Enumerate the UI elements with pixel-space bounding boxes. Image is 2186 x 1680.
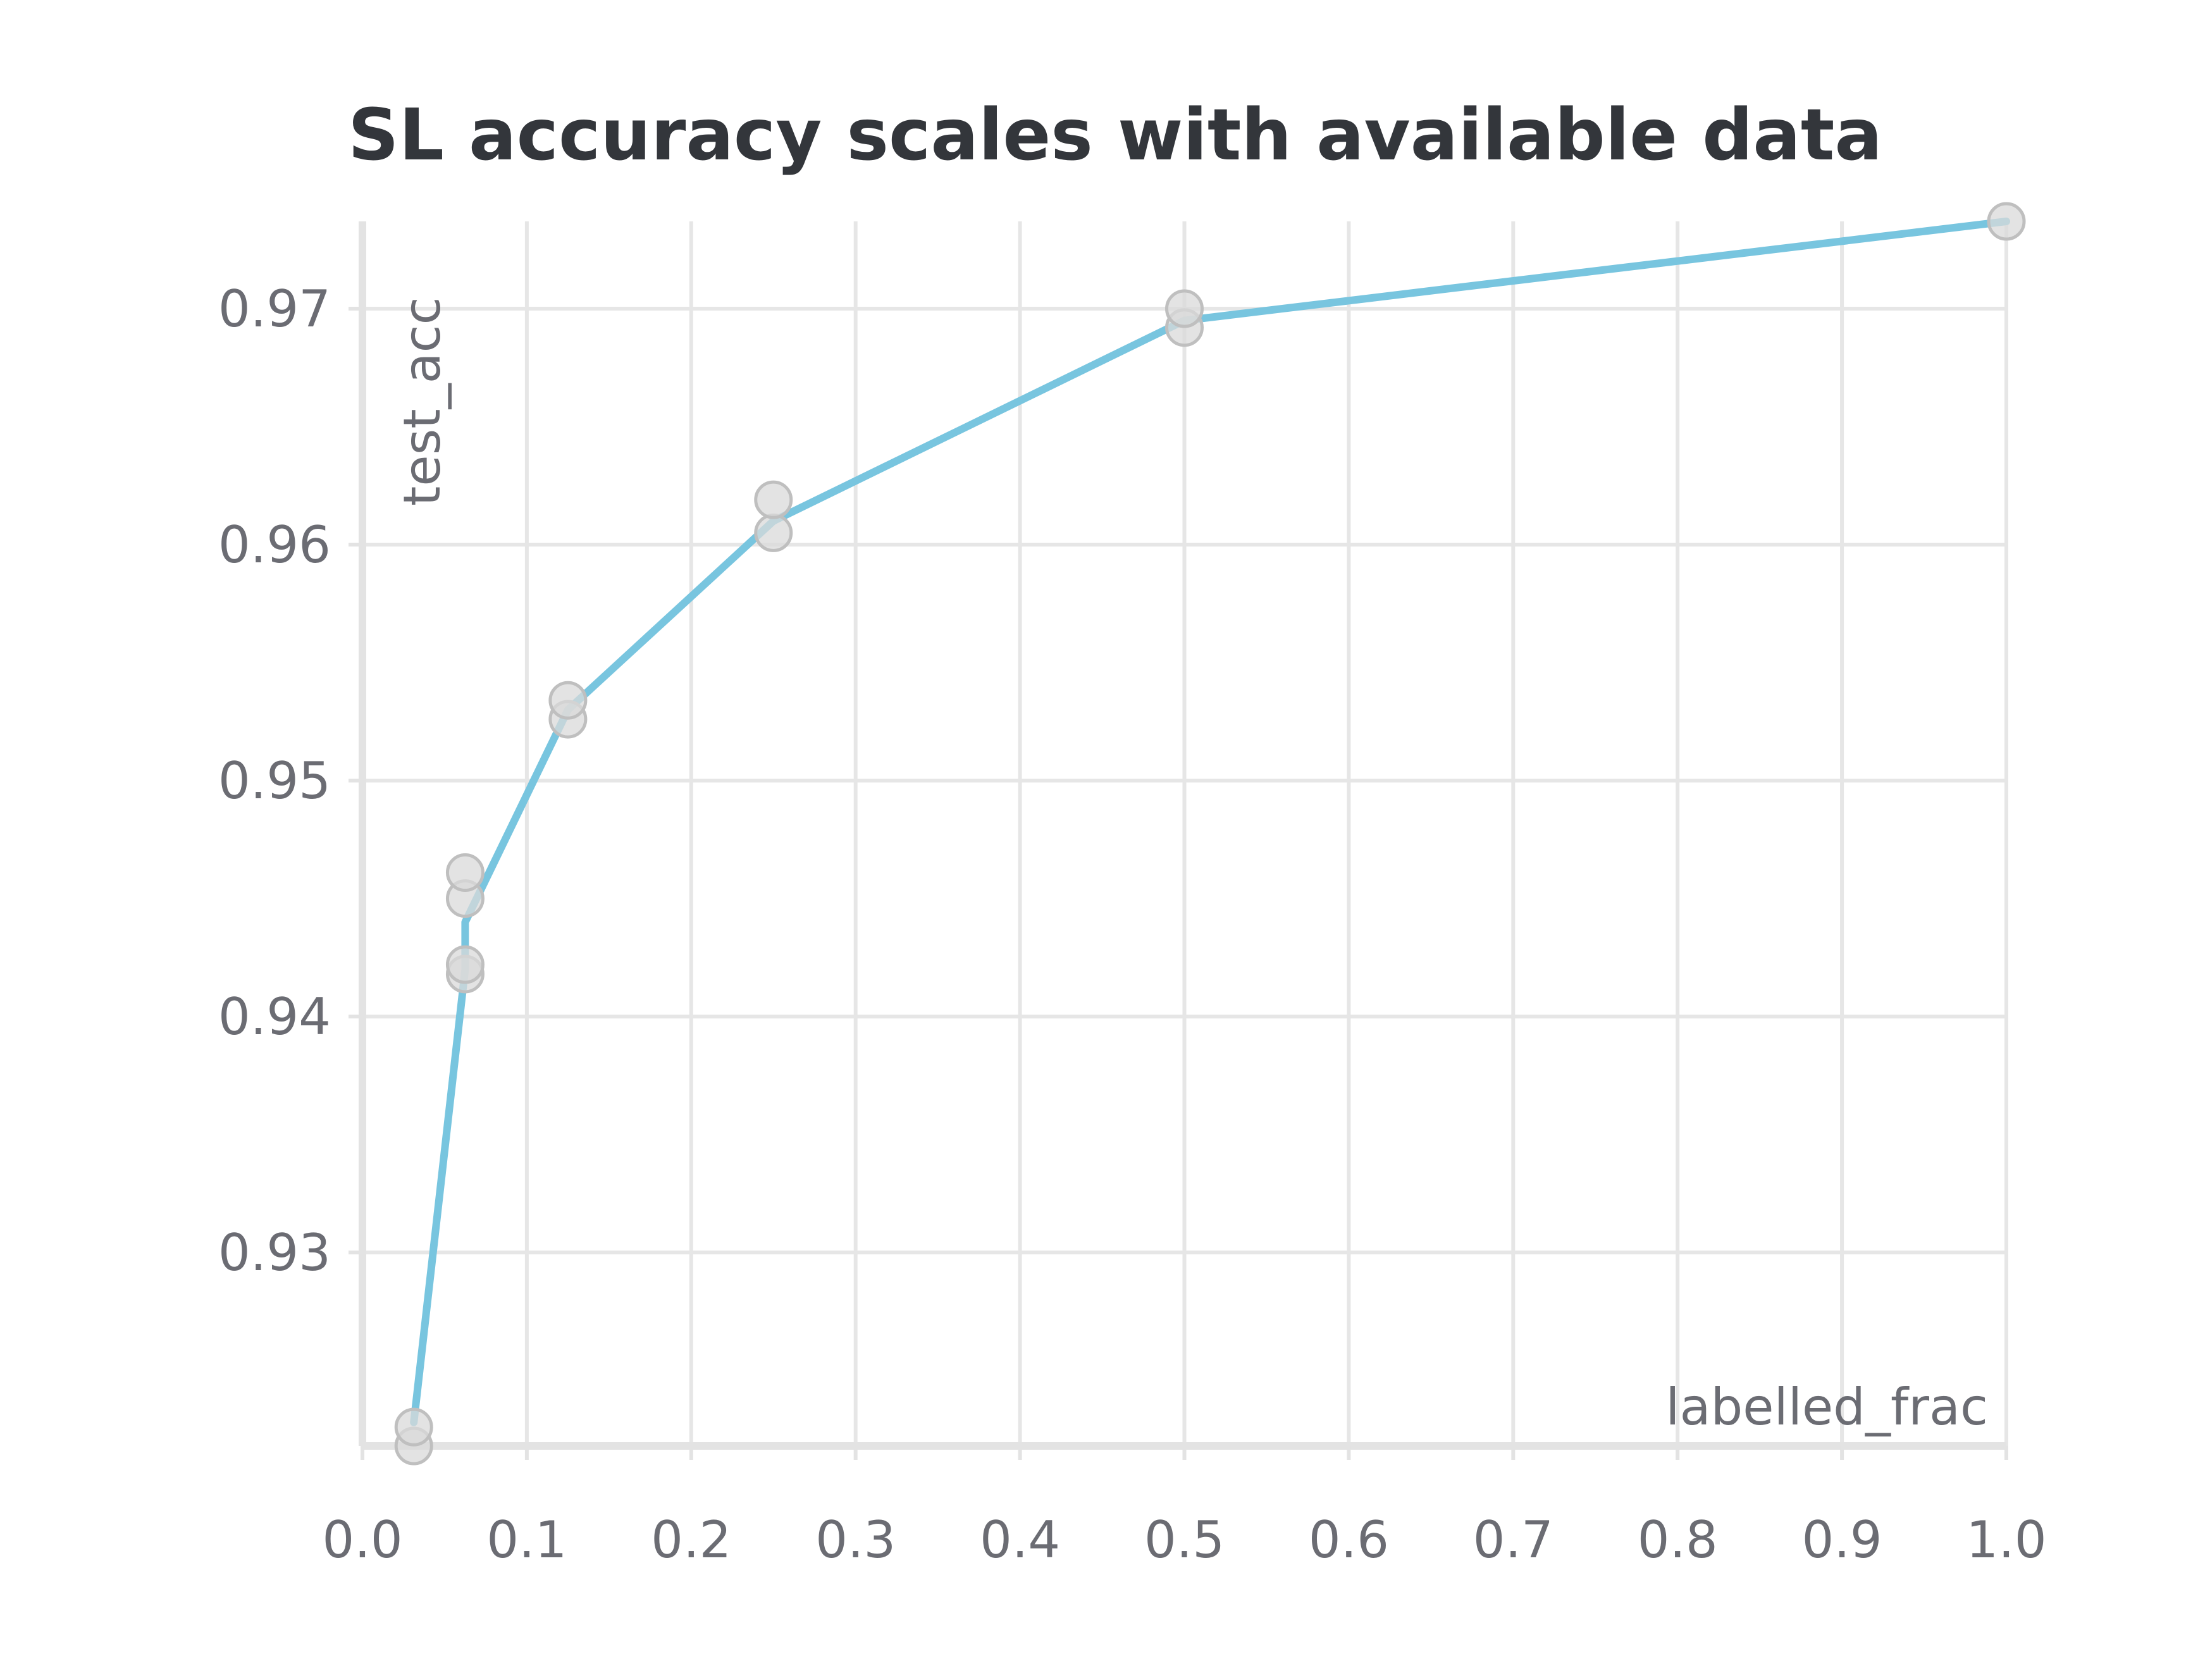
x-tick-label: 0.5 — [1144, 1510, 1225, 1569]
y-axis-label: test_acc — [393, 297, 452, 506]
y-tick-label: 0.95 — [218, 751, 331, 810]
data-point — [445, 853, 485, 892]
data-points — [394, 202, 2026, 1466]
data-point — [1987, 202, 2026, 241]
x-tick-label: 0.4 — [980, 1510, 1060, 1569]
data-point — [754, 513, 793, 552]
x-tick-label: 0.9 — [1801, 1510, 1882, 1569]
x-tick-label: 0.8 — [1638, 1510, 1718, 1569]
y-tick-label: 0.96 — [218, 516, 331, 574]
axes — [349, 221, 2008, 1460]
tick-labels: 0.93 0.94 0.95 0.96 0.97 0.0 0.1 0.2 0.3 0.4 0.5 0.… — [218, 280, 2047, 1569]
x-tick-label: 1.0 — [1966, 1510, 2046, 1569]
x-axis-label: labelled_frac — [1665, 1378, 1988, 1436]
series — [410, 218, 2010, 1426]
x-tick-label: 0.7 — [1473, 1510, 1553, 1569]
data-point — [548, 681, 588, 720]
x-tick-label: 0.2 — [651, 1510, 731, 1569]
series-line — [410, 218, 2010, 1426]
y-tick-label: 0.93 — [218, 1223, 331, 1282]
data-point — [445, 945, 485, 984]
x-tick-label: 0.6 — [1309, 1510, 1389, 1569]
data-point — [754, 480, 793, 519]
chart-title: SL accuracy scales with available data — [348, 94, 1882, 176]
x-tick-label: 0.3 — [815, 1510, 896, 1569]
y-tick-label: 0.94 — [218, 987, 331, 1046]
data-point — [394, 1407, 433, 1447]
x-tick-label: 0.0 — [322, 1510, 402, 1569]
x-tick-label: 0.1 — [486, 1510, 567, 1569]
data-point — [1165, 289, 1204, 328]
grid — [362, 221, 2008, 1446]
y-tick-label: 0.97 — [218, 280, 331, 338]
